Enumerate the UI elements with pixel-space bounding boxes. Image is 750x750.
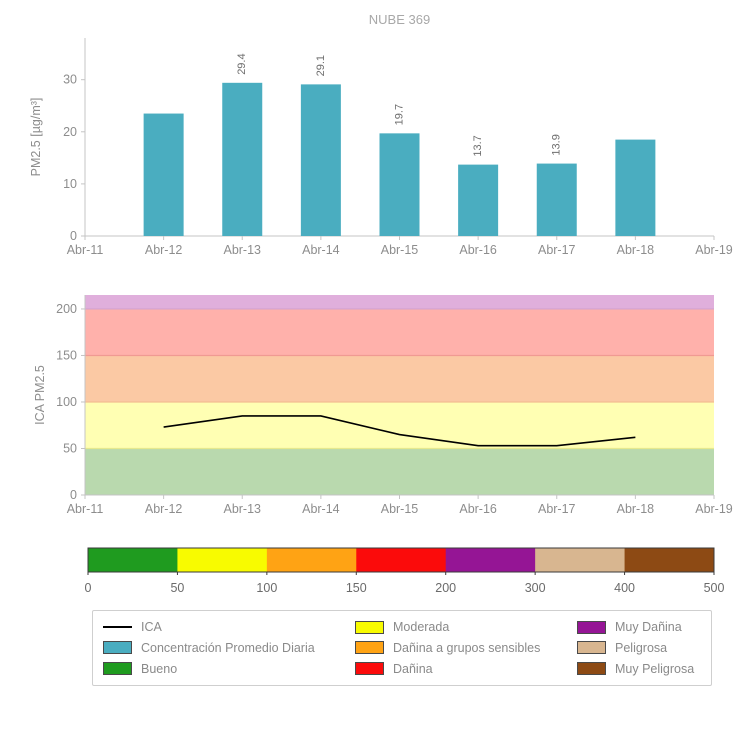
legend-item-ica: ICA [103,617,355,638]
colorbar-outline [87,547,715,573]
y-tick-label: 0 [70,488,77,502]
colorbar-tick-label: 0 [85,581,92,595]
y-tick-label: 50 [63,441,77,455]
bar-value-label: 13.7 [472,135,484,156]
legend-item-bueno: Bueno [103,658,355,679]
colorbar-segment-moderada [177,548,268,572]
legend-item-da-ina: Dañina [355,658,577,679]
colorbar-segment-da-ina [356,548,447,572]
legend-label: Moderada [393,620,450,635]
legend-swatch-bueno [103,662,132,676]
x-tick-label: Abr-13 [223,502,261,516]
bar-abr-18 [615,139,656,236]
legend-label: Muy Dañina [615,620,682,635]
legend-swatch-moderada [355,620,384,634]
legend-swatch-da-ina-a-grupos-sensibles [355,641,384,655]
ica-colorbar: 0 50 100 150 200 300 400 500 [85,547,725,595]
legend-swatch-concentraci-n-promedio-diaria [103,641,132,655]
bar-abr-13 [222,82,263,237]
bar-abr-16 [458,164,499,236]
x-tick-label: Abr-13 [223,243,261,257]
colorbar-tick-label: 100 [256,581,277,595]
colorbar-segment-muy-da-ina [445,548,536,572]
y-axis-label: ICA PM2.5 [33,365,47,425]
x-tick-label: Abr-19 [695,243,733,257]
x-tick-label: Abr-11 [67,502,104,516]
x-tick-label: Abr-16 [459,243,497,257]
bar-abr-12 [143,113,184,236]
colorbar-tick-label: 200 [435,581,456,595]
colorbar-tick-label: 150 [346,581,367,595]
legend-item-moderada: Moderada [355,617,577,638]
ica-line [163,415,636,447]
x-tick-label: Abr-15 [381,243,419,257]
colorbar-tick-label: 300 [525,581,546,595]
legend-item-muy-peligrosa: Muy Peligrosa [577,658,701,679]
legend-item-peligrosa: Peligrosa [577,638,701,659]
x-tick-label: Abr-11 [67,243,104,257]
colorbar-segment-da-ina-a-grupos-sensibles [266,548,357,572]
colorbar-segment-muy-peligrosa [624,548,715,572]
pm25-bar-chart: NUBE 369 0 10 20 30 Abr-11 Abr-12 Abr-13 Abr-14 A… [29,12,733,257]
colorbar-segment-peligrosa [535,548,626,572]
bar-abr-15 [379,133,420,236]
legend-item-muy-da-ina: Muy Dañina [577,617,701,638]
x-tick-label: Abr-14 [302,502,340,516]
legend-label: ICA [141,620,162,635]
chart-title: NUBE 369 [369,12,430,27]
x-tick-label: Abr-14 [302,243,340,257]
y-axis-label: PM2.5 [µg/m³] [29,98,43,177]
x-tick-label: Abr-16 [459,502,497,516]
x-tick-label: Abr-18 [617,243,655,257]
bar-abr-17 [536,163,577,236]
y-tick-label: 10 [63,177,77,191]
legend-label: Muy Peligrosa [615,661,695,676]
x-tick-label: Abr-18 [617,502,655,516]
bar-value-label: 29.1 [315,55,327,76]
ica-line-chart: 0 50 100 150 200 Abr-11 Abr-12 Abr-13 Abr-14 Abr-… [33,295,733,516]
legend-label: Dañina a grupos sensibles [393,640,541,655]
y-tick-label: 20 [63,125,77,139]
legend-item-concentraci-n-promedio-diaria: Concentración Promedio Diaria [103,638,355,659]
band [85,448,714,495]
legend-label: Bueno [141,661,178,676]
legend-swatch-peligrosa [577,641,606,655]
colorbar-tick-label: 400 [614,581,635,595]
legend-item-da-ina-a-grupos-sensibles: Dañina a grupos sensibles [355,638,577,659]
band [85,308,714,356]
bar-value-label: 13.9 [551,134,563,155]
x-tick-label: Abr-19 [695,502,733,516]
bar-abr-14 [300,84,341,236]
legend-label: Concentración Promedio Diaria [141,640,315,655]
x-tick-label: Abr-17 [538,243,576,257]
x-tick-label: Abr-17 [538,502,576,516]
legend-swatch-da-ina [355,662,384,676]
bar-value-label: 29.4 [236,53,248,74]
y-tick-label: 150 [56,348,77,362]
band [85,295,714,309]
y-tick-label: 30 [63,73,77,87]
y-tick-label: 0 [70,229,77,243]
legend: ICA Concentración Promedio Diaria Bueno Mod… [92,610,712,686]
y-tick-label: 100 [56,395,77,409]
colorbar-segment-bueno [88,548,178,572]
legend-swatch-muy-peligrosa [577,662,606,676]
colorbar-tick-label: 500 [704,581,725,595]
colorbar-tick-label: 50 [170,581,184,595]
x-tick-label: Abr-12 [145,243,183,257]
legend-label: Peligrosa [615,640,668,655]
y-tick-label: 200 [56,302,77,316]
legend-swatch-ica [103,626,132,629]
legend-swatch-muy-da-ina [577,620,606,634]
x-tick-label: Abr-12 [145,502,183,516]
legend-label: Dañina [393,661,433,676]
band [85,355,714,402]
bar-value-label: 19.7 [394,104,406,125]
x-tick-label: Abr-15 [381,502,419,516]
